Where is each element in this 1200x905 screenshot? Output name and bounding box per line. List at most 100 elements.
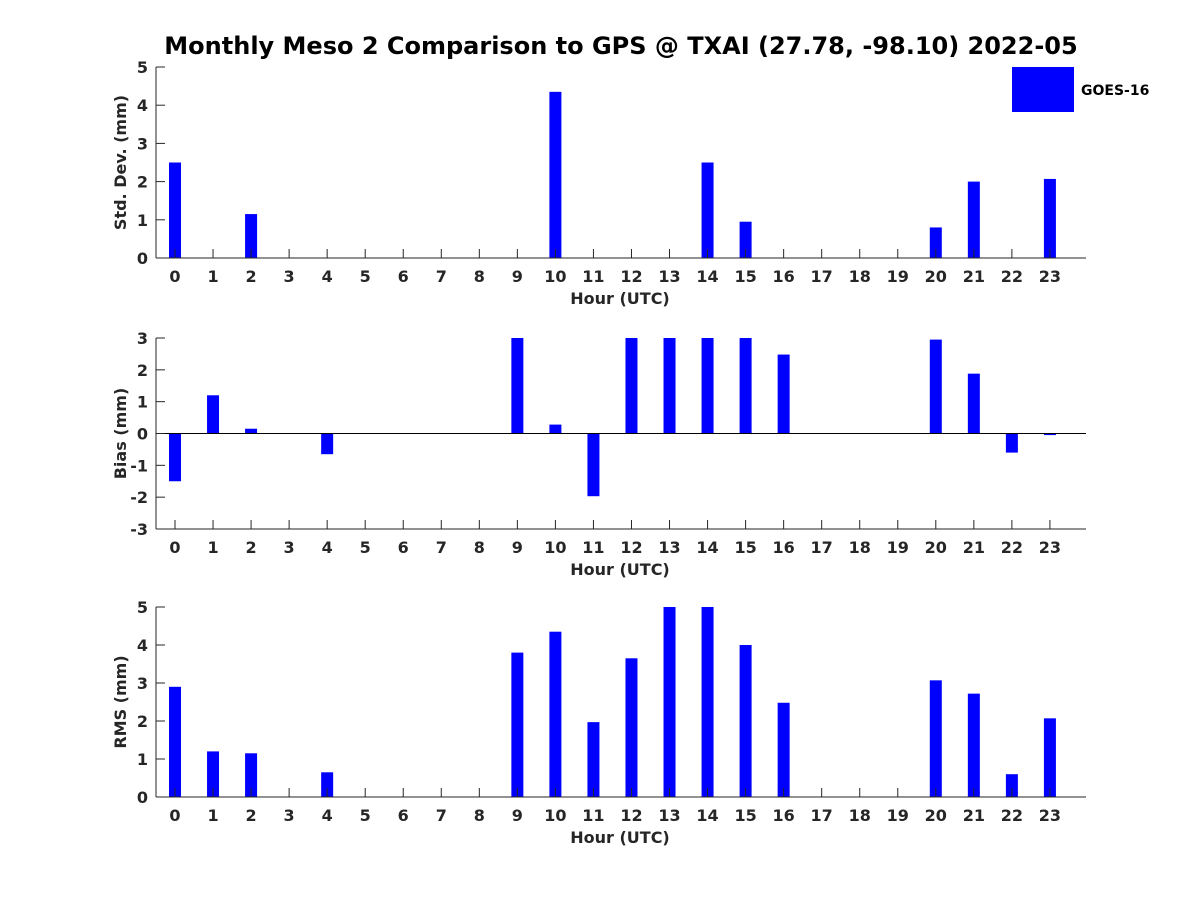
bar-hour-21 xyxy=(967,181,980,258)
y-tick-label: 3 xyxy=(137,329,148,348)
x-tick-label: 19 xyxy=(887,806,909,825)
bar-hour-21 xyxy=(967,373,980,434)
x-tick-label: 23 xyxy=(1039,538,1061,557)
bar-hour-20 xyxy=(929,339,942,434)
x-tick-label: 14 xyxy=(696,267,718,286)
x-tick-label: 9 xyxy=(512,267,523,286)
y-tick-label: 2 xyxy=(137,361,148,380)
bar-hour-20 xyxy=(929,680,942,797)
bar-hour-16 xyxy=(777,702,790,797)
x-tick-label: 7 xyxy=(436,267,447,286)
y-tick-label: 0 xyxy=(137,788,148,807)
x-tick-label: 18 xyxy=(849,267,871,286)
legend: GOES-16 xyxy=(1012,67,1149,112)
x-tick-label: 18 xyxy=(849,806,871,825)
x-tick-label: 6 xyxy=(398,267,409,286)
x-tick-label: 21 xyxy=(963,538,985,557)
x-tick-label: 7 xyxy=(436,538,447,557)
x-tick-label: 19 xyxy=(887,267,909,286)
x-tick-label: 0 xyxy=(169,267,180,286)
bar-hour-10 xyxy=(549,424,562,434)
bar-hour-23 xyxy=(1043,718,1056,797)
x-tick-label: 21 xyxy=(963,267,985,286)
x-tick-label: 2 xyxy=(246,806,257,825)
bar-hour-14 xyxy=(701,607,714,797)
x-tick-label: 1 xyxy=(207,267,218,286)
x-tick-label: 8 xyxy=(474,538,485,557)
y-tick-label: 3 xyxy=(137,134,148,153)
x-tick-label: 13 xyxy=(658,267,680,286)
bar-hour-4 xyxy=(321,433,334,455)
x-tick-label: 2 xyxy=(246,267,257,286)
bar-hour-16 xyxy=(777,354,790,434)
x-tick-label: 15 xyxy=(734,538,756,557)
x-tick-label: 21 xyxy=(963,806,985,825)
x-tick-label: 9 xyxy=(512,806,523,825)
bar-hour-10 xyxy=(549,631,562,797)
x-tick-label: 11 xyxy=(582,806,604,825)
bar-hour-2 xyxy=(245,428,258,434)
x-tick-label: 13 xyxy=(658,538,680,557)
y-tick-label: 4 xyxy=(137,96,148,115)
y-tick-label: 2 xyxy=(137,712,148,731)
x-tick-label: 20 xyxy=(925,538,947,557)
x-tick-label: 0 xyxy=(169,538,180,557)
x-tick-label: 22 xyxy=(1001,267,1023,286)
x-tick-label: 18 xyxy=(849,538,871,557)
x-tick-label: 3 xyxy=(284,267,295,286)
x-tick-label: 22 xyxy=(1001,806,1023,825)
bar-hour-14 xyxy=(701,338,714,434)
y-tick-label: 1 xyxy=(137,750,148,769)
x-tick-label: 4 xyxy=(322,806,333,825)
bar-hour-15 xyxy=(739,221,752,258)
x-tick-label: 9 xyxy=(512,538,523,557)
bar-hour-11 xyxy=(587,722,600,797)
x-tick-label: 16 xyxy=(773,538,795,557)
bar-hour-0 xyxy=(169,686,181,797)
x-tick-label: 17 xyxy=(811,538,833,557)
y-tick-label: 1 xyxy=(137,211,148,230)
x-tick-label: 11 xyxy=(582,267,604,286)
chart-title: Monthly Meso 2 Comparison to GPS @ TXAI … xyxy=(164,32,1077,60)
bar-hour-12 xyxy=(625,658,638,797)
bar-hour-4 xyxy=(321,772,334,797)
x-tick-label: 14 xyxy=(696,806,718,825)
bar-hour-10 xyxy=(549,91,562,258)
y-tick-label: 0 xyxy=(137,249,148,268)
x-tick-label: 20 xyxy=(925,267,947,286)
x-tick-label: 23 xyxy=(1039,267,1061,286)
y-axis-label: Std. Dev. (mm) xyxy=(111,95,130,230)
x-tick-label: 3 xyxy=(284,538,295,557)
bar-hour-14 xyxy=(701,162,714,258)
y-tick-label: 3 xyxy=(137,674,148,693)
y-tick-label: 5 xyxy=(137,58,148,77)
bar-hour-1 xyxy=(207,395,220,434)
bar-hour-20 xyxy=(929,227,942,258)
y-axis-label: RMS (mm) xyxy=(111,655,130,748)
y-tick-label: 2 xyxy=(137,173,148,192)
y-axis-label: Bias (mm) xyxy=(111,388,130,480)
x-axis-label: Hour (UTC) xyxy=(570,560,670,579)
x-tick-label: 19 xyxy=(887,538,909,557)
x-tick-label: 4 xyxy=(322,267,333,286)
x-tick-label: 17 xyxy=(811,267,833,286)
y-tick-label: -3 xyxy=(130,520,148,539)
x-tick-label: 11 xyxy=(582,538,604,557)
bar-hour-2 xyxy=(245,753,258,797)
x-axis-label: Hour (UTC) xyxy=(570,289,670,308)
bar-hour-2 xyxy=(245,214,258,258)
bar-hour-21 xyxy=(967,693,980,797)
x-tick-label: 7 xyxy=(436,806,447,825)
x-tick-label: 20 xyxy=(925,806,947,825)
x-tick-label: 0 xyxy=(169,806,180,825)
x-tick-label: 12 xyxy=(620,538,642,557)
y-tick-label: 4 xyxy=(137,636,148,655)
bar-hour-15 xyxy=(739,338,752,434)
bar-hour-0 xyxy=(169,162,181,258)
